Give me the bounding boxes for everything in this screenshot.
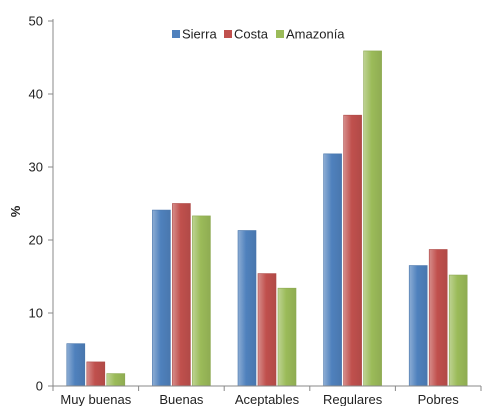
bar-amazonía-2 (192, 215, 211, 387)
legend-swatch (172, 30, 180, 38)
y-axis-label: % (8, 205, 23, 217)
y-tick-label: 0 (36, 379, 43, 394)
y-tick-label: 20 (29, 233, 43, 248)
legend-swatch (276, 30, 284, 38)
x-tick-label: Regulares (323, 392, 383, 406)
legend-swatch (224, 30, 232, 38)
legend-item-amazonía: Amazonía (276, 27, 345, 42)
legend-label: Sierra (182, 27, 217, 42)
x-tick-label: Buenas (159, 392, 204, 406)
legend: Sierra Costa Amazonía (172, 27, 345, 42)
bar-sierra-2 (152, 209, 171, 387)
x-tick-label: Aceptables (235, 392, 300, 406)
y-tick-label: 30 (29, 160, 43, 175)
bar-costa-2 (172, 203, 191, 387)
bar-costa-1 (86, 361, 106, 387)
x-tick-label: Muy buenas (60, 392, 131, 406)
bar-costa-4 (343, 114, 362, 387)
bar-sierra-4 (323, 153, 342, 387)
bar-costa-5 (428, 249, 448, 387)
bar-sierra-5 (408, 265, 428, 387)
y-axis: 0 10 20 30 40 50 (29, 14, 54, 394)
bar-amazonía-1 (106, 373, 126, 387)
bar-amazonía-4 (363, 50, 382, 387)
y-tick-label: 40 (29, 87, 43, 102)
bar-sierra-3 (237, 230, 257, 387)
y-tick-label: 10 (29, 306, 43, 321)
bar-costa-3 (257, 273, 277, 387)
bar-amazonía-5 (448, 274, 468, 387)
y-tick-label: 50 (29, 14, 43, 29)
bars (66, 50, 468, 387)
x-axis: Muy buenas Buenas Aceptables Regulares Pobre… (52, 385, 482, 406)
bar-sierra-1 (66, 343, 86, 387)
legend-item-sierra: Sierra (172, 27, 217, 42)
legend-label: Amazonía (286, 27, 345, 42)
legend-label: Costa (234, 27, 269, 42)
x-tick-label: Pobres (418, 392, 460, 406)
legend-item-costa: Costa (224, 27, 269, 42)
bar-amazonía-3 (277, 287, 297, 387)
